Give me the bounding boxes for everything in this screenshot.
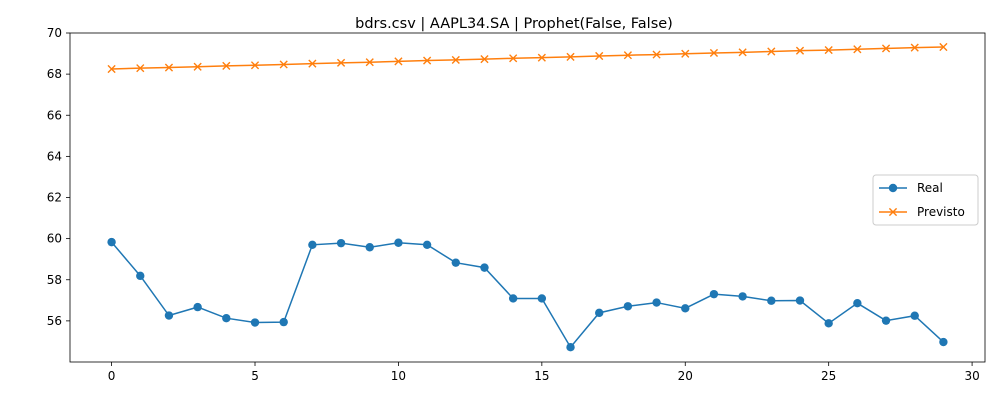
y-tick-label: 56 [47, 314, 62, 328]
legend-marker-previsto [888, 207, 898, 217]
y-tick-label: 58 [47, 273, 62, 287]
data-point-previsto [279, 60, 288, 69]
data-point-real [365, 243, 374, 252]
data-point-previsto [853, 45, 862, 54]
data-point-previsto [537, 53, 546, 62]
data-point-previsto [451, 55, 460, 65]
data-point-real [595, 308, 604, 318]
data-point-real [566, 342, 575, 352]
y-tick-label: 60 [47, 232, 62, 246]
data-point-real [738, 292, 747, 301]
data-point-real [881, 316, 891, 325]
data-point-real [222, 314, 231, 323]
data-point-previsto [222, 61, 231, 70]
data-point-previsto [136, 64, 145, 73]
data-point-previsto [509, 54, 518, 63]
series-real [107, 237, 948, 352]
data-point-previsto [193, 62, 202, 71]
x-tick-label: 10 [391, 369, 406, 383]
y-tick-label: 70 [47, 26, 62, 40]
data-point-real [537, 294, 547, 303]
data-point-previsto [250, 61, 260, 70]
x-axis: 0 5 10 15 20 25 30 [108, 362, 980, 383]
data-point-previsto [767, 47, 776, 56]
series-previsto [107, 42, 948, 74]
legend-marker-real [888, 183, 898, 193]
data-point-previsto [336, 58, 346, 67]
series-line-previsto [111, 46, 944, 70]
data-point-previsto [423, 56, 432, 65]
data-point-real [422, 240, 432, 249]
x-tick-label: 0 [108, 369, 116, 383]
data-point-previsto [308, 59, 317, 68]
x-tick-label: 25 [821, 369, 836, 383]
data-point-previsto [365, 58, 374, 67]
data-point-real [451, 258, 460, 267]
x-tick-label: 30 [964, 369, 979, 383]
y-tick-label: 62 [47, 191, 62, 205]
y-axis: 56 58 60 62 64 66 68 70 [47, 26, 70, 328]
data-point-real [939, 337, 948, 347]
legend-item-previsto: Previsto [879, 205, 965, 219]
data-point-previsto [939, 42, 948, 52]
plot-area [69, 32, 986, 363]
data-point-previsto [623, 51, 632, 60]
data-point-previsto [566, 52, 575, 61]
data-point-real [136, 271, 145, 281]
x-tick-label: 15 [534, 369, 549, 383]
data-point-previsto [480, 55, 489, 64]
series-line-real [111, 241, 944, 349]
data-point-real [824, 319, 833, 328]
data-point-previsto [681, 49, 690, 58]
data-point-real [193, 302, 202, 312]
legend: Real Previsto [872, 174, 979, 226]
legend-item-real: Real [879, 181, 943, 195]
data-point-previsto [394, 57, 403, 66]
data-point-real [623, 302, 633, 311]
data-point-real [279, 317, 288, 327]
data-point-real [681, 304, 690, 313]
data-point-real [795, 296, 805, 305]
data-point-previsto [910, 43, 919, 52]
data-point-real [336, 238, 346, 248]
data-point-previsto [738, 48, 747, 57]
plot-frame [69, 32, 986, 363]
legend-label-real: Real [917, 181, 943, 195]
data-point-previsto [881, 44, 891, 53]
data-point-real [910, 311, 919, 320]
x-tick-label: 5 [251, 369, 259, 383]
data-point-real [652, 298, 661, 307]
data-point-real [308, 240, 317, 249]
data-point-previsto [164, 63, 174, 72]
data-point-previsto [709, 48, 719, 58]
data-point-real [709, 289, 719, 299]
data-point-previsto [824, 45, 833, 55]
data-point-real [394, 238, 403, 247]
legend-label-previsto: Previsto [917, 205, 965, 219]
data-point-real [508, 294, 518, 303]
data-point-real [480, 263, 489, 272]
data-point-real [250, 318, 260, 327]
x-tick-label: 20 [678, 369, 693, 383]
data-point-previsto [107, 64, 116, 74]
data-point-real [853, 298, 862, 308]
data-point-previsto [795, 46, 805, 55]
y-tick-label: 66 [47, 108, 62, 122]
y-tick-label: 68 [47, 67, 62, 81]
series-layer [107, 42, 948, 352]
data-point-real [107, 237, 116, 247]
data-point-real [164, 311, 174, 320]
y-tick-label: 64 [47, 149, 62, 163]
data-point-previsto [652, 50, 661, 59]
chart-title: bdrs.csv | AAPL34.SA | Prophet(False, Fa… [355, 16, 673, 32]
data-point-previsto [595, 51, 604, 61]
data-point-real [767, 296, 776, 305]
